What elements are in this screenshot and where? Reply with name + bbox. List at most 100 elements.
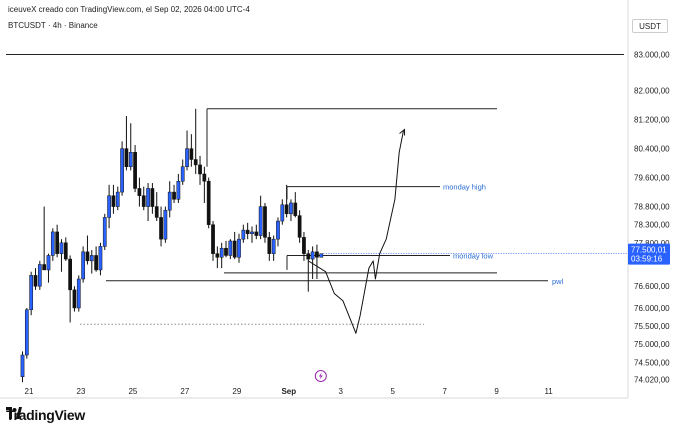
candle-body[interactable]	[189, 148, 194, 160]
projection-path	[308, 130, 404, 334]
candle-body[interactable]	[250, 231, 254, 234]
y-tick-label: 82.000,00	[634, 87, 670, 96]
candle-body[interactable]	[85, 251, 90, 262]
candle-body[interactable]	[293, 202, 298, 216]
candle-body[interactable]	[163, 209, 168, 240]
candle-body[interactable]	[206, 180, 211, 225]
candle-body[interactable]	[241, 229, 246, 240]
candle-body[interactable]	[172, 191, 176, 200]
candle-body[interactable]	[159, 217, 163, 240]
y-tick-label: 80.400,00	[634, 145, 670, 154]
candle-body[interactable]	[111, 195, 116, 207]
y-tick-label: 78.800,00	[634, 203, 670, 212]
candle-body[interactable]	[198, 164, 202, 175]
candle-body[interactable]	[150, 188, 155, 207]
level-label: pwl	[552, 277, 564, 286]
candle-body[interactable]	[120, 148, 124, 193]
candle-body[interactable]	[193, 159, 198, 166]
candle-body[interactable]	[128, 152, 133, 167]
candle-body[interactable]	[284, 204, 289, 215]
candle-body[interactable]	[245, 229, 250, 234]
candle-body[interactable]	[180, 166, 185, 182]
candle-body[interactable]	[141, 195, 146, 207]
candle-body[interactable]	[254, 231, 259, 236]
candle-body[interactable]	[76, 278, 81, 309]
candle-body[interactable]	[68, 258, 72, 291]
x-tick-label: 11	[544, 387, 553, 396]
currency-label[interactable]: USDT	[632, 19, 668, 33]
projection-arrowhead	[399, 128, 406, 136]
candle-body[interactable]	[81, 251, 85, 280]
candle-body[interactable]	[271, 238, 276, 254]
candle-body[interactable]	[276, 220, 280, 240]
candle-body[interactable]	[137, 188, 142, 196]
candle-body[interactable]	[289, 202, 293, 215]
chart-attribution: iceuveX creado con TradingView.com, el S…	[8, 5, 250, 14]
candle-body[interactable]	[310, 251, 315, 260]
candle-body[interactable]	[202, 173, 207, 182]
candle-body[interactable]	[232, 240, 237, 258]
candle-body[interactable]	[94, 255, 98, 271]
candle-body[interactable]	[280, 204, 285, 222]
candle-body[interactable]	[237, 238, 241, 258]
candle-body[interactable]	[215, 253, 220, 258]
candle-body[interactable]	[319, 253, 324, 258]
candle-body[interactable]	[267, 237, 272, 254]
candle-body[interactable]	[167, 191, 172, 211]
candle-body[interactable]	[29, 275, 34, 311]
candle-body[interactable]	[302, 237, 306, 254]
x-tick-label: 21	[25, 387, 34, 396]
candle-body[interactable]	[98, 246, 103, 271]
y-tick-label: 76.600,00	[634, 282, 670, 291]
level-label: monday low	[453, 251, 494, 260]
x-tick-label: 29	[232, 387, 241, 396]
candle-body[interactable]	[33, 275, 38, 287]
candle-body[interactable]	[219, 247, 224, 258]
candle-body[interactable]	[154, 206, 159, 218]
candle-body[interactable]	[72, 289, 77, 309]
candle-body[interactable]	[63, 242, 68, 260]
candle-body[interactable]	[102, 217, 107, 247]
candle-body[interactable]	[46, 255, 51, 271]
brand-footer: TradingView	[6, 407, 85, 423]
y-tick-label: 77.800,00	[634, 239, 670, 248]
candle-body[interactable]	[55, 231, 59, 254]
y-tick-label: 83.000,00	[634, 50, 670, 59]
candle-body[interactable]	[211, 224, 215, 254]
candle-body[interactable]	[258, 206, 263, 236]
candle-body[interactable]	[42, 264, 46, 271]
candle-body[interactable]	[176, 180, 181, 200]
candle-body[interactable]	[315, 251, 319, 258]
x-tick-label: 5	[390, 387, 395, 396]
y-tick-label: 78.300,00	[634, 221, 670, 230]
candle-body[interactable]	[59, 242, 64, 254]
candle-body[interactable]	[24, 309, 29, 356]
x-tick-label: 7	[442, 387, 447, 396]
candle-body[interactable]	[124, 148, 129, 167]
candle-body[interactable]	[107, 195, 111, 218]
x-tick-label: 27	[180, 387, 189, 396]
candle-body[interactable]	[263, 206, 267, 238]
candle-body[interactable]	[228, 240, 233, 256]
candle-body[interactable]	[20, 354, 25, 378]
candle-body[interactable]	[185, 148, 189, 167]
candle-body[interactable]	[115, 191, 120, 207]
level-label: monday high	[443, 183, 486, 192]
candle-body[interactable]	[306, 253, 311, 260]
candle-body[interactable]	[50, 231, 55, 256]
candle-body[interactable]	[37, 264, 42, 287]
y-tick-label: 81.200,00	[634, 116, 670, 125]
candle-body[interactable]	[89, 255, 94, 262]
candle-body[interactable]	[146, 188, 150, 207]
candle-body[interactable]	[133, 152, 137, 189]
candle-body[interactable]	[297, 215, 302, 238]
lightning-icon	[318, 372, 323, 380]
brand-name: TradingView	[6, 407, 85, 423]
candle-body[interactable]	[224, 247, 228, 256]
x-tick-label: 25	[128, 387, 137, 396]
y-tick-label: 75.500,00	[634, 322, 670, 331]
x-tick-label: 9	[494, 387, 499, 396]
symbol-label: BTCUSDT · 4h · Binance	[8, 21, 98, 30]
last-price-tag	[628, 243, 670, 265]
